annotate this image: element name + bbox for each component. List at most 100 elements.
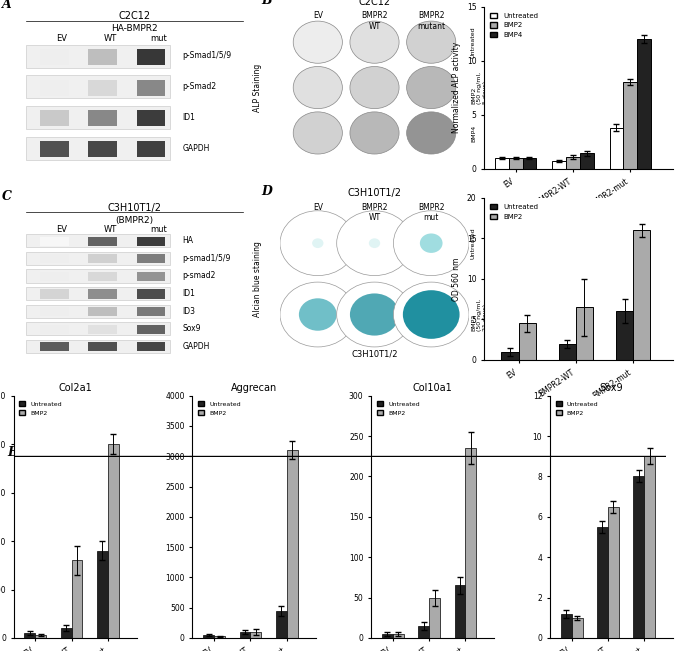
Legend: Untreated, BMP2: Untreated, BMP2	[374, 399, 422, 418]
Bar	[519, 324, 536, 360]
FancyBboxPatch shape	[40, 289, 69, 299]
Legend: Untreated, BMP2: Untreated, BMP2	[17, 399, 65, 418]
FancyBboxPatch shape	[137, 110, 165, 126]
FancyBboxPatch shape	[137, 254, 165, 264]
Circle shape	[293, 112, 342, 154]
FancyBboxPatch shape	[137, 271, 165, 281]
FancyBboxPatch shape	[40, 324, 69, 334]
Text: p-smad2: p-smad2	[182, 271, 216, 281]
Bar	[616, 311, 633, 360]
Circle shape	[337, 282, 412, 347]
Bar	[501, 352, 519, 360]
Text: C3H10T1/2: C3H10T1/2	[352, 350, 398, 358]
Bar	[609, 128, 624, 169]
FancyBboxPatch shape	[88, 271, 117, 281]
Legend: Untreated, BMP2, BMP4: Untreated, BMP2, BMP4	[488, 10, 541, 41]
Circle shape	[350, 21, 399, 63]
Title: Col2a1: Col2a1	[58, 383, 92, 393]
FancyBboxPatch shape	[40, 271, 69, 281]
Bar	[276, 611, 287, 638]
FancyBboxPatch shape	[40, 254, 69, 264]
Bar	[97, 551, 108, 638]
FancyBboxPatch shape	[26, 234, 170, 247]
FancyBboxPatch shape	[26, 322, 170, 335]
FancyBboxPatch shape	[26, 137, 170, 160]
FancyBboxPatch shape	[137, 324, 165, 334]
Y-axis label: Normalized ALP activity: Normalized ALP activity	[452, 42, 461, 133]
FancyBboxPatch shape	[26, 106, 170, 130]
Circle shape	[312, 238, 324, 248]
Circle shape	[394, 211, 469, 275]
FancyBboxPatch shape	[26, 305, 170, 318]
FancyBboxPatch shape	[88, 141, 117, 158]
FancyBboxPatch shape	[137, 49, 165, 65]
Text: C: C	[1, 189, 12, 202]
Legend: Untreated, BMP2: Untreated, BMP2	[195, 399, 243, 418]
Circle shape	[337, 211, 412, 275]
Bar	[633, 477, 644, 638]
Text: BMP2
(50 ng/ml,
21 days): BMP2 (50 ng/ml, 21 days)	[471, 298, 488, 331]
Text: HA: HA	[182, 236, 193, 245]
FancyBboxPatch shape	[88, 289, 117, 299]
Bar	[429, 598, 440, 638]
FancyBboxPatch shape	[40, 49, 69, 65]
Text: p-smad1/5/9: p-smad1/5/9	[182, 254, 231, 263]
Y-axis label: OD 560 nm: OD 560 nm	[452, 257, 461, 301]
Text: WT: WT	[103, 34, 117, 43]
Text: C3H10T1/2: C3H10T1/2	[347, 188, 401, 198]
FancyBboxPatch shape	[40, 236, 69, 245]
Circle shape	[350, 294, 399, 336]
Text: BMPR2
WT: BMPR2 WT	[361, 202, 388, 222]
FancyBboxPatch shape	[137, 79, 165, 96]
Circle shape	[403, 290, 460, 339]
Bar	[214, 636, 225, 638]
Legend: Untreated, BMP2: Untreated, BMP2	[553, 399, 601, 418]
FancyBboxPatch shape	[40, 307, 69, 316]
Bar	[239, 632, 250, 638]
Text: EV: EV	[313, 11, 323, 20]
Text: C2C12: C2C12	[358, 0, 390, 7]
FancyBboxPatch shape	[40, 141, 69, 158]
Bar	[580, 154, 594, 169]
Bar	[465, 448, 476, 638]
Text: GAPDH: GAPDH	[182, 144, 209, 153]
Title: Col10a1: Col10a1	[413, 383, 453, 393]
FancyBboxPatch shape	[26, 270, 170, 283]
FancyBboxPatch shape	[137, 289, 165, 299]
Text: ID3: ID3	[182, 307, 195, 316]
Circle shape	[280, 211, 356, 275]
FancyBboxPatch shape	[88, 342, 117, 352]
FancyBboxPatch shape	[88, 49, 117, 65]
Bar	[552, 161, 566, 169]
FancyBboxPatch shape	[40, 342, 69, 352]
FancyBboxPatch shape	[88, 307, 117, 316]
FancyBboxPatch shape	[26, 287, 170, 300]
Text: mut: mut	[150, 34, 167, 43]
Text: Untreated: Untreated	[471, 227, 476, 259]
Text: BMPR2
mutant: BMPR2 mutant	[417, 11, 445, 31]
FancyBboxPatch shape	[40, 110, 69, 126]
Circle shape	[407, 21, 456, 63]
Bar	[572, 618, 583, 638]
FancyBboxPatch shape	[88, 110, 117, 126]
Text: GAPDH: GAPDH	[182, 342, 209, 351]
Circle shape	[293, 66, 342, 109]
Title: Aggrecan: Aggrecan	[231, 383, 277, 393]
Bar	[561, 614, 572, 638]
FancyBboxPatch shape	[88, 324, 117, 334]
Bar	[608, 506, 619, 638]
FancyBboxPatch shape	[137, 141, 165, 158]
Text: Untreated: Untreated	[471, 26, 476, 58]
Circle shape	[350, 66, 399, 109]
Bar	[287, 450, 298, 638]
Bar	[24, 633, 35, 638]
FancyBboxPatch shape	[26, 340, 170, 353]
FancyBboxPatch shape	[88, 236, 117, 245]
Circle shape	[293, 21, 342, 63]
Bar	[559, 344, 576, 360]
Bar	[71, 561, 82, 638]
Text: EV: EV	[313, 202, 323, 212]
Text: p-Smad1/5/9: p-Smad1/5/9	[182, 51, 231, 61]
Text: Sox9: Sox9	[182, 324, 201, 333]
Text: BMPR2
WT: BMPR2 WT	[361, 11, 388, 31]
